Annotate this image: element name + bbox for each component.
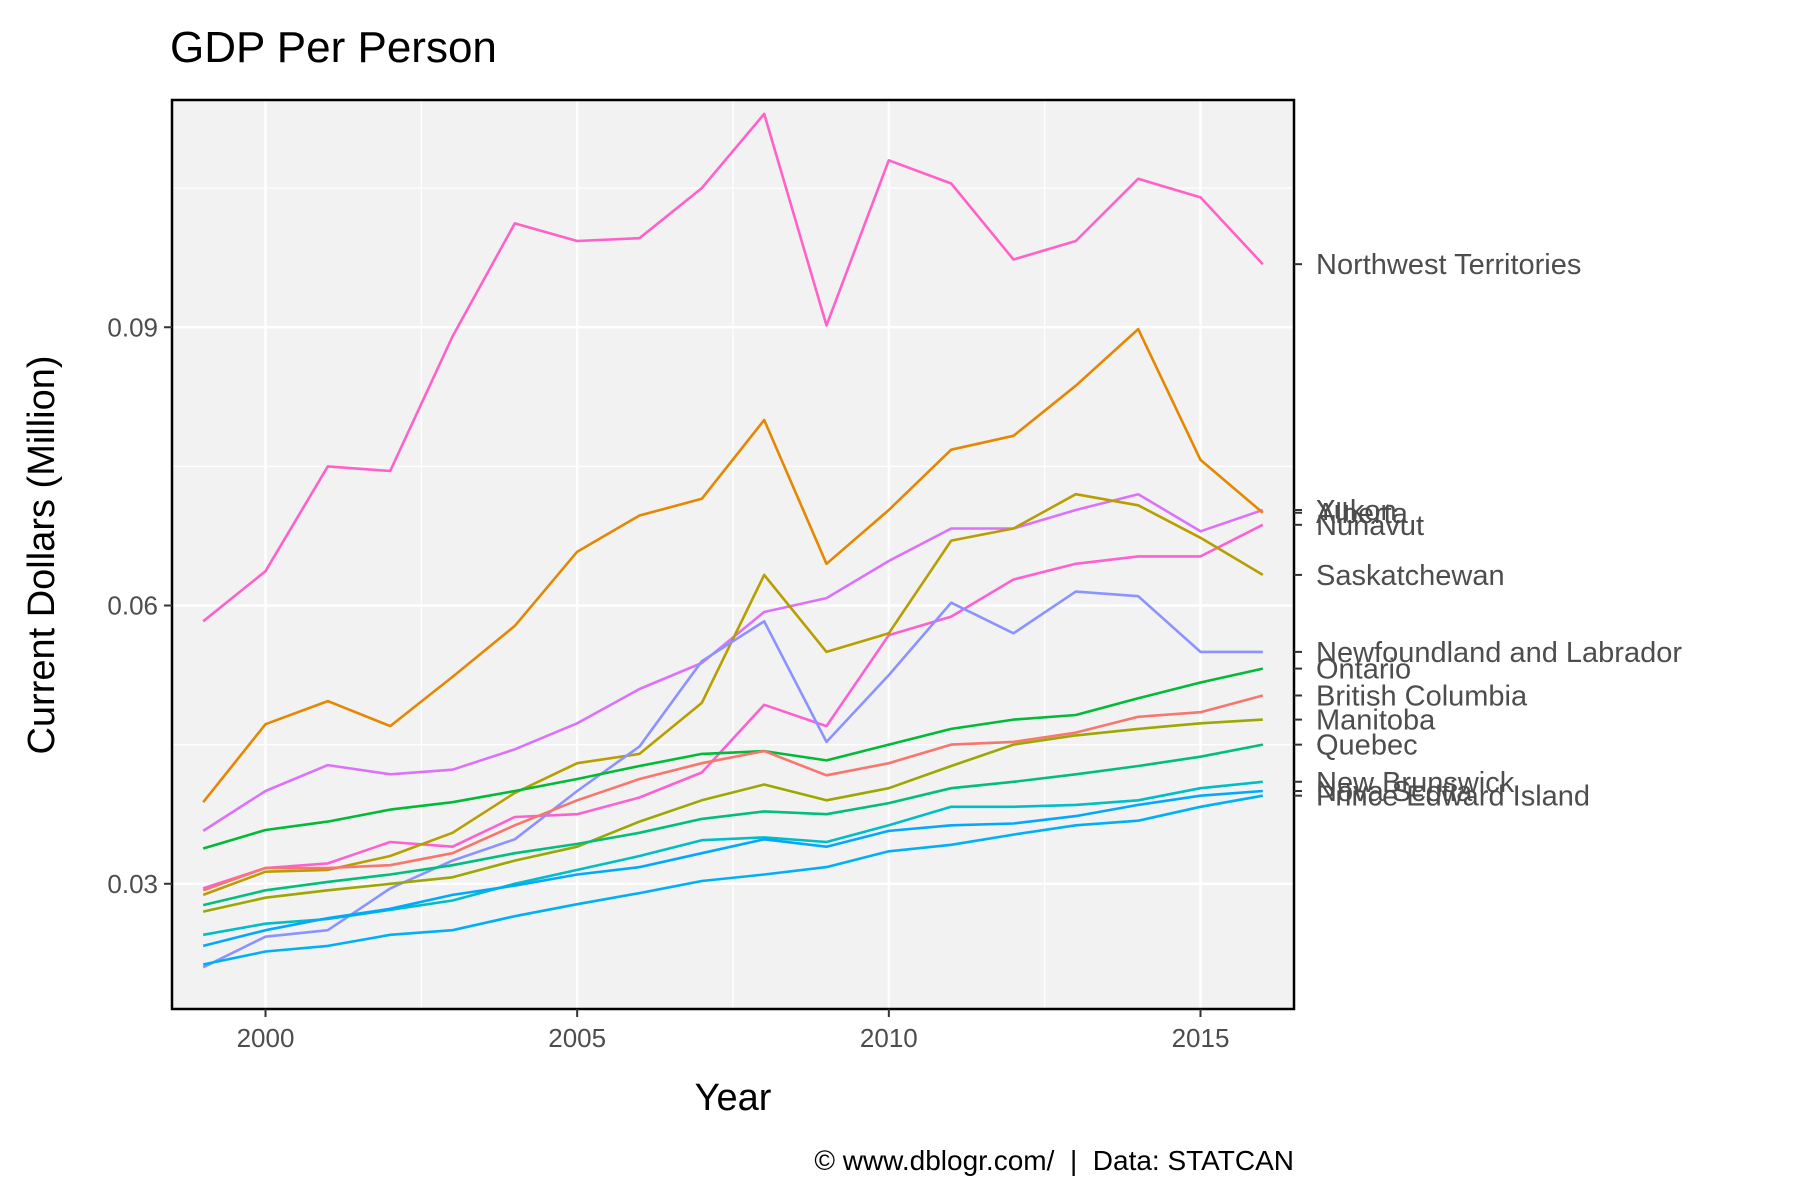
plot-border: [170, 98, 1296, 1011]
series-end-label: Alberta: [1316, 498, 1409, 530]
x-axis-title: Year: [695, 1077, 772, 1119]
y-axis-title: Current Dollars (Million): [21, 355, 63, 754]
y-tick-label: 0.06: [107, 591, 158, 621]
series-line: [202, 112, 1264, 623]
x-tick-label: 2010: [860, 1023, 918, 1053]
series-end-label: Northwest Territories: [1316, 249, 1581, 281]
series-line: [202, 794, 1264, 966]
series-end-label: New Brunswick: [1316, 767, 1515, 799]
series-end-label: Prince Edward Island: [1316, 781, 1590, 813]
series-lines: [202, 112, 1264, 969]
y-tick-label: 0.09: [107, 312, 158, 342]
series-line: [202, 523, 1264, 890]
y-axis: 0.03 0.06 0.09: [107, 312, 172, 899]
series-line: [202, 492, 1264, 897]
series-line: [202, 789, 1263, 948]
y-tick-label: 0.03: [107, 869, 158, 899]
series-line: [202, 590, 1263, 969]
series-line: [202, 718, 1263, 913]
series-end-labels: Northwest Territories YukonAlbertaNunavut…: [1294, 249, 1682, 813]
series-end-label: British Columbia: [1316, 680, 1528, 712]
chart-title: GDP Per Person: [170, 23, 497, 72]
series-end-label: Yukon: [1316, 495, 1397, 527]
series-line: [202, 667, 1264, 850]
series-end-label: Ontario: [1316, 654, 1411, 686]
x-axis: 2000 2005 2010 2015: [237, 1009, 1230, 1053]
series-end-label: Newfoundland and Labrador: [1316, 637, 1682, 669]
series-line: [202, 694, 1264, 892]
series-line: [202, 327, 1264, 804]
chart-caption: © www.dblogr.com/ | Data: STATCAN: [814, 1145, 1294, 1176]
series-end-label: Nunavut: [1316, 510, 1424, 542]
series-end-label: Quebec: [1316, 730, 1418, 762]
x-tick-label: 2005: [548, 1023, 606, 1053]
series-end-label: Saskatchewan: [1316, 560, 1505, 592]
series-end-label: Nova Scotia: [1316, 776, 1473, 808]
x-tick-label: 2015: [1172, 1023, 1230, 1053]
series-end-label: Manitoba: [1316, 705, 1436, 737]
series-line: [202, 743, 1264, 907]
x-tick-label: 2000: [237, 1023, 295, 1053]
